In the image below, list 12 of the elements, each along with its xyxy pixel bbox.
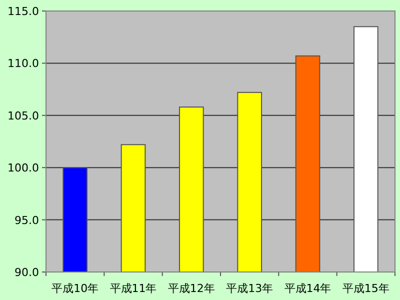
x-tick-label: 平成13年: [226, 282, 274, 295]
x-tick-label: 平成14年: [284, 282, 332, 295]
x-tick-label: 平成11年: [110, 282, 157, 295]
y-tick-label: 90.0: [14, 266, 39, 279]
x-tick-label: 平成10年: [52, 282, 99, 295]
x-tick-label: 平成15年: [342, 282, 390, 295]
y-tick-label: 110.0: [8, 57, 39, 70]
y-tick-label: 95.0: [14, 214, 39, 227]
y-tick-label: 105.0: [8, 109, 39, 122]
y-tick-label: 100.0: [8, 162, 39, 175]
x-tick-label: 平成12年: [168, 282, 215, 295]
y-tick-label: 115.0: [8, 5, 39, 18]
